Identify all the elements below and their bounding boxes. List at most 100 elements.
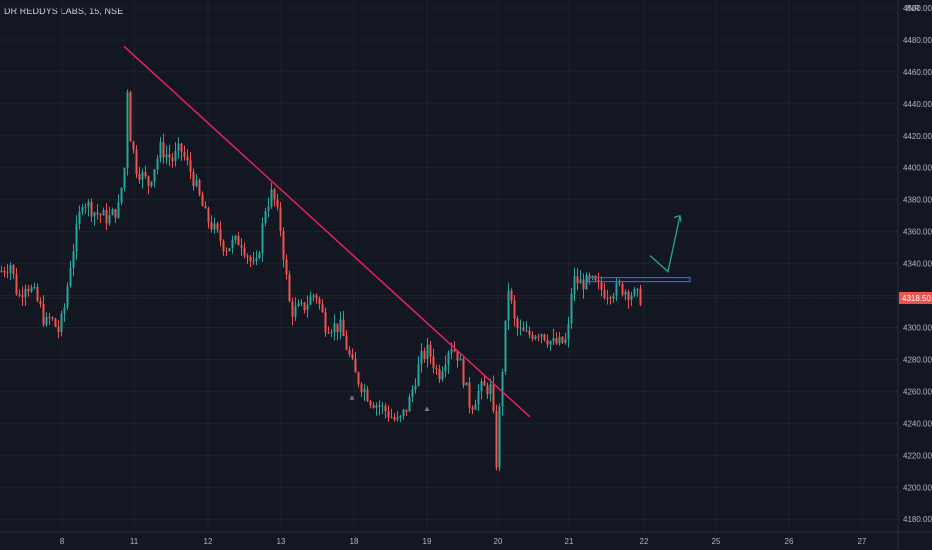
candle-body <box>465 382 468 386</box>
candle-body <box>81 207 84 212</box>
price-tick-label: 4420.00 <box>903 132 932 141</box>
candle-body <box>204 206 207 209</box>
candle-body <box>528 330 531 335</box>
candle-body <box>3 270 6 273</box>
candle-body <box>195 180 198 186</box>
candle-body <box>444 364 447 372</box>
candle-body <box>21 295 24 297</box>
candle-body <box>441 371 444 380</box>
candle-body <box>489 384 492 395</box>
candle-body <box>288 274 291 302</box>
candle-body <box>534 336 537 339</box>
candle-body <box>498 406 501 468</box>
candle-body <box>468 382 471 408</box>
candle-body <box>294 306 297 317</box>
candle-body <box>432 356 435 368</box>
candle-body <box>90 201 93 217</box>
candle-body <box>234 235 237 241</box>
candle-body <box>567 323 570 340</box>
candle-body <box>582 279 585 290</box>
candle-body <box>522 327 525 331</box>
candle-body <box>546 340 549 345</box>
candle-body <box>45 316 48 325</box>
candle-body <box>123 167 126 188</box>
time-tick-label: 19 <box>423 537 432 546</box>
candle-body <box>285 259 288 275</box>
candle-body <box>24 288 27 297</box>
candle-body <box>177 143 180 151</box>
candle-body <box>324 312 327 333</box>
candle-body <box>246 255 249 258</box>
candle-body <box>633 288 636 296</box>
candle-body <box>558 336 561 344</box>
candle-body <box>342 319 345 336</box>
candle-body <box>141 171 144 180</box>
candle-body <box>525 330 528 332</box>
candle-body <box>117 202 120 218</box>
candle-body <box>399 415 402 418</box>
price-tick-label: 4460.00 <box>903 68 932 77</box>
candle-body <box>552 338 555 342</box>
time-tick-label: 25 <box>712 537 721 546</box>
candle-body <box>384 405 387 412</box>
candle-body <box>393 417 396 420</box>
candle-body <box>18 294 21 296</box>
candle-body <box>561 336 564 343</box>
time-tick-label: 26 <box>785 537 794 546</box>
candle-body <box>537 336 540 338</box>
candle-body <box>6 272 9 274</box>
time-tick-label: 12 <box>204 537 213 546</box>
candle-body <box>258 252 261 259</box>
candle-body <box>603 289 606 299</box>
candle-body <box>510 290 513 301</box>
candle-body <box>192 172 195 186</box>
candle-body <box>549 341 552 345</box>
candle-body <box>345 335 348 350</box>
candle-body <box>453 349 456 352</box>
candle-body <box>264 211 267 224</box>
candle-body <box>237 235 240 246</box>
candle-body <box>273 189 276 200</box>
candle-body <box>327 332 330 334</box>
candle-body <box>48 316 51 318</box>
candle-body <box>159 142 162 159</box>
candle-body <box>606 297 609 299</box>
candle-body <box>495 411 498 468</box>
price-tick-label: 4200.00 <box>903 483 932 492</box>
time-tick-label: 11 <box>130 537 139 546</box>
candle-body <box>210 222 213 230</box>
candle-body <box>405 409 408 412</box>
candle-body <box>573 276 576 295</box>
signal-marker-icon <box>349 395 355 400</box>
chart-title: DR REDDYS LABS, 15, NSE <box>4 6 124 16</box>
candle-body <box>162 142 165 158</box>
candle-body <box>531 334 534 339</box>
candle-body <box>219 229 222 241</box>
price-tick-label: 4260.00 <box>903 387 932 396</box>
price-tick-label: 4440.00 <box>903 100 932 109</box>
candle-body <box>636 288 639 290</box>
candle-body <box>267 206 270 212</box>
candle-body <box>51 317 54 319</box>
candle-body <box>309 296 312 305</box>
candle-body <box>225 251 228 253</box>
candle-body <box>504 320 507 372</box>
candle-body <box>507 290 510 321</box>
candle-body <box>15 274 18 295</box>
candle-body <box>330 332 333 334</box>
candle-body <box>120 187 123 203</box>
candle-body <box>390 417 393 419</box>
candle-body <box>480 381 483 392</box>
candle-body <box>243 247 246 256</box>
candle-body <box>180 143 183 152</box>
price-tick-label: 4280.00 <box>903 355 932 364</box>
candle-body <box>576 276 579 284</box>
candle-body <box>156 158 159 170</box>
candle-body <box>354 358 357 373</box>
candle-body <box>381 405 384 407</box>
candle-body <box>30 287 33 292</box>
candle-body <box>321 304 324 313</box>
candle-body <box>477 391 480 405</box>
candle-body <box>486 385 489 395</box>
